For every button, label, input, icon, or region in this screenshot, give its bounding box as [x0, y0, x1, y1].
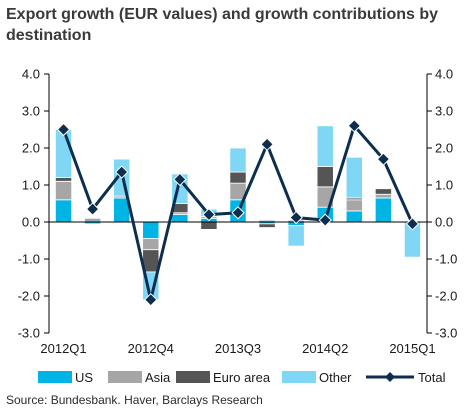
total-marker [289, 210, 303, 225]
legend: US Asia Euro area Other Total [38, 370, 446, 385]
bar-segment-asia [54, 180, 73, 201]
x-tick-label: 2013Q3 [215, 341, 261, 356]
legend-swatch-asia [108, 371, 142, 383]
tick-layer: 4.0 4.0 3.0 3.0 2.0 2.0 1.0 1.0 0.0 0.0 -1.0 -1.0 -2… [18, 67, 458, 357]
bar-segment-other [229, 147, 247, 173]
legend-label: Total [418, 370, 446, 385]
bar-segment-other [287, 225, 305, 247]
y-tick-label-left: 1.0 [22, 178, 40, 193]
y-tick-label-left: 0.0 [22, 215, 40, 230]
bar-segment-asia [374, 193, 392, 199]
bar-segment-asia [142, 238, 160, 251]
bar-segment-us [374, 197, 392, 223]
bar-segment-euro-area [229, 171, 247, 184]
legend-swatch-us [38, 371, 72, 383]
x-tick-label: 2012Q4 [128, 341, 174, 356]
total-marker [405, 217, 420, 231]
x-tick-label: 2012Q1 [40, 341, 86, 356]
y-tick-label-left: 3.0 [22, 104, 40, 119]
bar-segment-us [142, 221, 160, 240]
total-marker [114, 165, 129, 179]
y-tick-label-right: -3.0 [435, 326, 457, 341]
total-marker [173, 172, 187, 187]
chart-canvas: 4.0 4.0 3.0 3.0 2.0 2.0 1.0 1.0 0.0 0.0 -1.0 -1.0 -2… [18, 67, 458, 386]
bar-segment-euro-area [316, 166, 334, 188]
legend-swatch-total-marker [385, 372, 395, 382]
bar-segment-other [316, 125, 334, 167]
total-marker [144, 292, 158, 307]
y-tick-label-left: -1.0 [18, 252, 40, 267]
total-marker [56, 122, 71, 137]
bar-segment-euro-area [374, 188, 392, 195]
bar-segment-us [54, 199, 73, 223]
legend-swatch-other [282, 371, 316, 383]
x-tick-label: 2014Q2 [302, 341, 348, 356]
total-marker [376, 152, 391, 166]
y-tick-label-right: 1.0 [435, 178, 453, 193]
bar-segment-asia [345, 199, 363, 212]
y-tick-label-left: 2.0 [22, 141, 40, 156]
total-marker [202, 207, 216, 222]
bar-segment-euro-area [200, 221, 218, 230]
source-note: Source: Bundesbank. Haver, Barclays Rese… [6, 393, 263, 407]
y-tick-label-left: -2.0 [18, 289, 40, 304]
bar-segment-asia [84, 217, 102, 223]
legend-label: Other [319, 370, 352, 385]
legend-label: US [75, 370, 93, 385]
bar-segment-euro-area [54, 177, 73, 182]
y-tick-label-right: 0.0 [435, 215, 453, 230]
legend-swatch-euro-area [176, 371, 210, 383]
y-tick-label-right: 4.0 [435, 67, 453, 82]
bar-segment-other [345, 156, 363, 199]
total-marker [85, 202, 100, 216]
legend-label: Euro area [213, 370, 271, 385]
y-tick-label-right: -1.0 [435, 252, 457, 267]
total-marker [347, 119, 362, 133]
legend-label: Asia [145, 370, 171, 385]
total-marker [318, 213, 332, 227]
y-tick-label-right: 2.0 [435, 141, 453, 156]
bar-segment-euro-area [258, 223, 276, 228]
x-tick-label: 2015Q1 [389, 341, 435, 356]
chart-title: Export growth (EUR values) and growth co… [6, 6, 439, 44]
total-marker [231, 206, 245, 220]
y-tick-label-right: -2.0 [435, 289, 457, 304]
total-line-layer [56, 119, 420, 307]
y-tick-label-right: 3.0 [435, 104, 453, 119]
bar-segment-us [345, 210, 363, 223]
total-marker [260, 137, 274, 152]
y-tick-label-left: -3.0 [18, 326, 40, 341]
bar-segment-other [54, 129, 73, 178]
y-tick-label-left: 4.0 [22, 67, 40, 82]
bar-segment-us [171, 214, 189, 223]
